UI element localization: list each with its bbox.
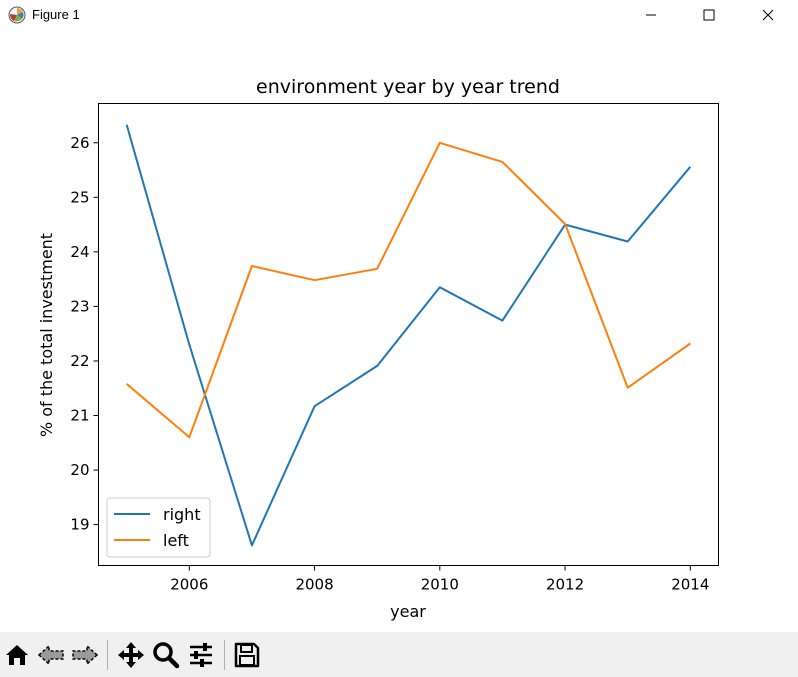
chart-title: environment year by year trend [256, 76, 560, 98]
save-button[interactable] [232, 640, 262, 670]
home-icon [6, 645, 28, 665]
zoom-button[interactable] [151, 640, 181, 670]
axis-ticks: 2006 2008 2010 2012 2014 19 20 21 22 23 24 25 26 [70, 134, 709, 594]
y-axis-label: % of the total investment [37, 233, 56, 437]
pan-button[interactable] [116, 640, 146, 670]
x-axis-label: year [390, 602, 426, 621]
configure-subplots-button[interactable] [186, 640, 216, 670]
legend-label-left: left [163, 531, 189, 550]
y-tick-label: 19 [70, 516, 89, 534]
legend-label-right: right [163, 505, 201, 524]
pan-icon [118, 642, 144, 668]
y-tick-label: 22 [70, 352, 89, 370]
configure-subplots-icon [190, 643, 212, 667]
back-icon [37, 644, 64, 666]
series-lines [125, 124, 692, 547]
matplotlib-icon [8, 6, 26, 24]
minimize-icon [646, 14, 656, 16]
y-tick-label: 23 [70, 297, 89, 315]
y-tick-label: 26 [70, 134, 89, 152]
y-tick-label: 25 [70, 188, 89, 206]
legend-box [106, 497, 211, 558]
close-button[interactable] [739, 0, 797, 30]
home-button[interactable] [2, 640, 32, 670]
window-title: Figure 1 [32, 7, 80, 22]
minimize-button[interactable] [622, 0, 680, 30]
toolbar-separator [107, 640, 108, 670]
series-line-left [126, 141, 691, 439]
maximize-button[interactable] [680, 0, 738, 30]
window-titlebar: Figure 1 [0, 0, 798, 30]
x-tick-label: 2010 [421, 576, 459, 594]
legend: right left [106, 497, 211, 558]
y-tick-label: 21 [70, 407, 89, 425]
maximize-icon [703, 9, 715, 21]
close-icon [762, 9, 774, 21]
save-icon [234, 642, 260, 668]
x-tick-label: 2014 [671, 576, 709, 594]
navigation-toolbar [0, 632, 798, 677]
forward-button[interactable] [70, 640, 100, 670]
x-tick-label: 2012 [546, 576, 584, 594]
toolbar-separator [224, 640, 225, 670]
series-line-right [125, 124, 692, 547]
line-chart: environment year by year trend 2006 2008 2… [37, 76, 719, 621]
forward-icon [72, 644, 99, 666]
back-button[interactable] [36, 640, 66, 670]
y-tick-label: 24 [70, 243, 89, 261]
x-tick-label: 2008 [295, 576, 333, 594]
plot-area-frame [98, 103, 719, 566]
zoom-icon [153, 642, 180, 669]
y-tick-label: 20 [70, 461, 89, 479]
figure-canvas: environment year by year trend 2006 2008 2… [0, 30, 798, 632]
x-tick-label: 2006 [170, 576, 208, 594]
